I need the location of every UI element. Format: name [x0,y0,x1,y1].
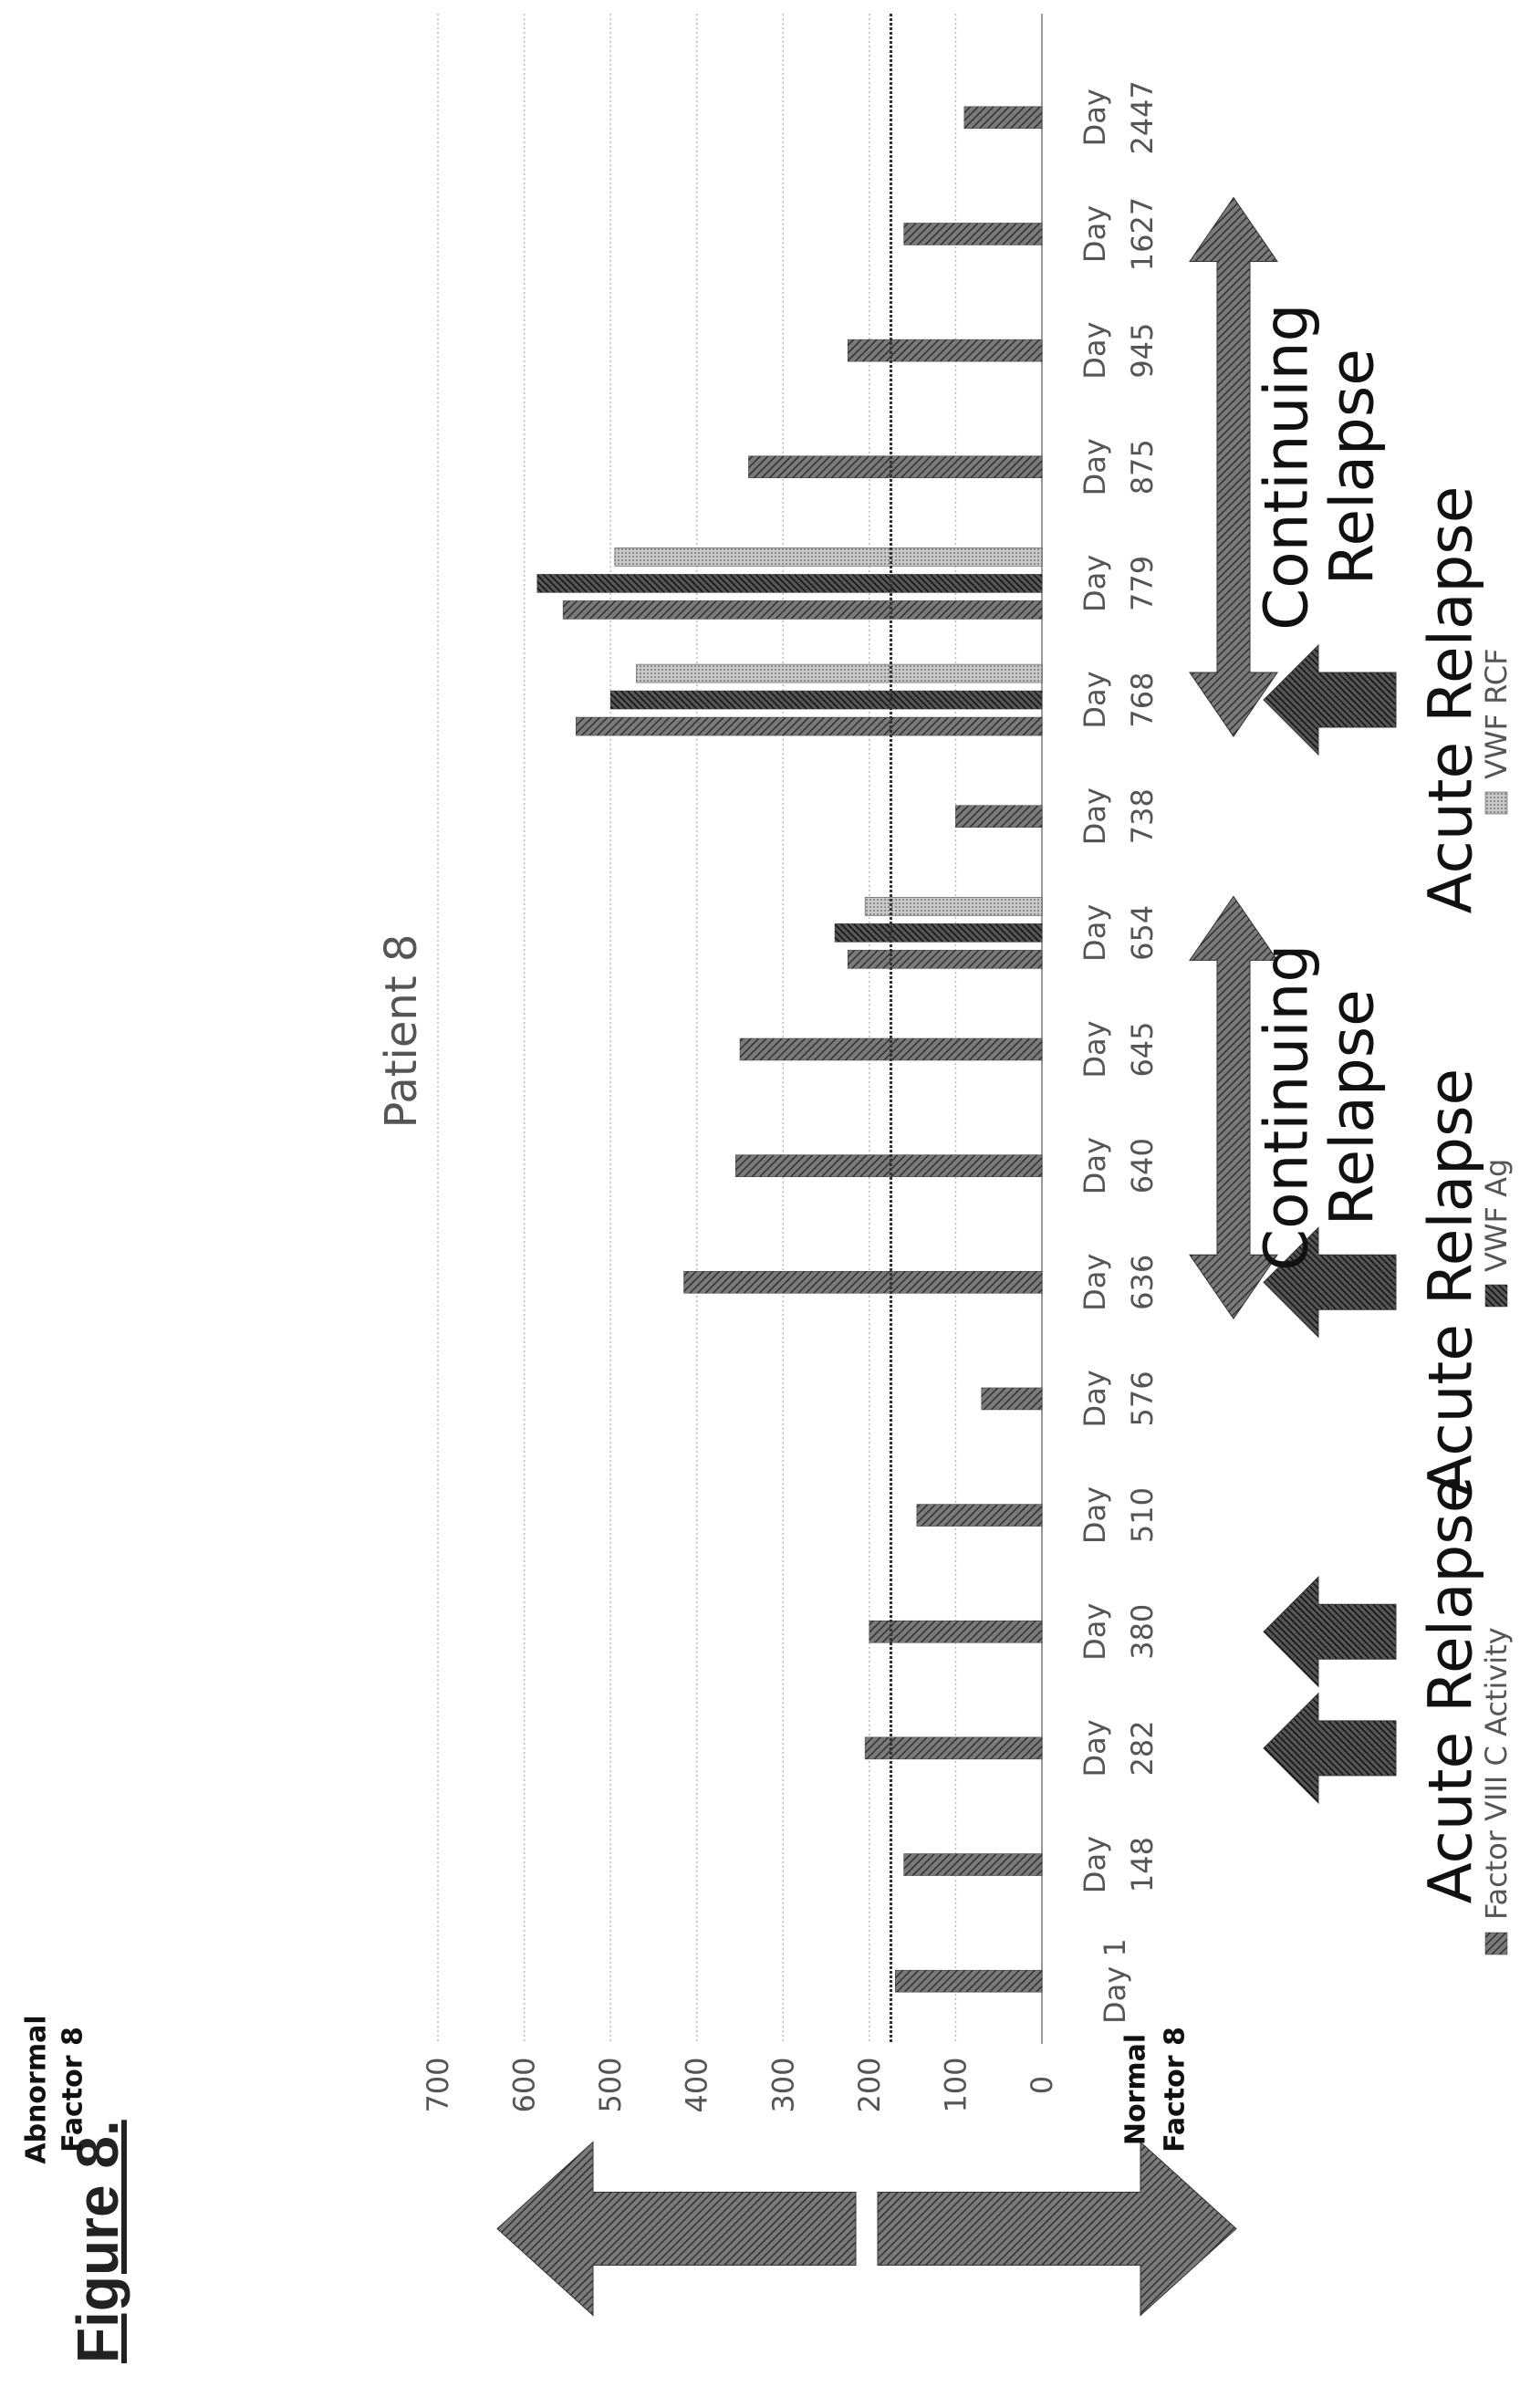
legend-swatch [1484,791,1508,815]
y-tick-label: 500 [593,2057,628,2112]
bar-factor-viii-c-activity [903,223,1043,245]
factor8-range-annotation [496,2141,1237,2317]
bar-factor-viii-c-activity [981,1387,1043,1411]
legend-swatch [1484,1932,1508,1955]
normal-factor8-label: Factor 8 [1160,2027,1192,2153]
bar-factor-viii-c-activity [847,950,1043,969]
legend-label: VWF Ag [1479,1159,1514,1272]
x-tick-label: 510 [1125,1487,1160,1543]
bar-factor-viii-c-activity [735,1154,1043,1177]
bar-vwf-rcf [864,897,1043,916]
x-tick-label: Day [1078,555,1112,612]
legend: Factor VIII C Activity VWF Ag VWF RCF [1479,649,1514,1955]
bar-factor-viii-c-activity [916,1504,1043,1527]
x-tick-label: Day [1078,1603,1112,1661]
acute-relapse-annotation: Acute Relapse [1263,486,1486,914]
y-tick-label: 100 [938,2057,973,2112]
x-tick-label: 875 [1125,439,1160,495]
normal-factor8-label: Normal [1120,2034,1152,2145]
x-tick-label: Day [1078,1486,1112,1544]
y-tick-label: 0 [1025,2076,1059,2094]
x-tick-label: 945 [1125,323,1160,379]
continuing-relapse-arrow-icon [1189,196,1278,737]
acute-relapse-arrow-icon [1263,1692,1397,1805]
x-tick-label: 380 [1125,1604,1160,1660]
acute-relapse-label: Acute Relapse [1416,1068,1486,1496]
bar-vwf-ag [834,923,1043,943]
x-tick-label: Day [1078,1254,1112,1311]
x-tick-label: 654 [1125,905,1160,961]
bar-factor-viii-c-activity [562,600,1043,620]
bar-factor-viii-c-activity [864,1736,1043,1760]
legend-label: Factor VIII C Activity [1479,1627,1514,1920]
x-tick-label: 576 [1125,1371,1160,1426]
x-tick-label: Day [1078,205,1112,263]
bar-factor-viii-c-activity [955,805,1043,828]
continuing-relapse-label: Relapse [1317,989,1388,1225]
x-tick-label: Day [1078,671,1112,728]
x-tick-label: Day [1078,1137,1112,1194]
bar-factor-viii-c-activity [683,1271,1043,1294]
legend-swatch [1484,1284,1508,1308]
x-tick-label: Day [1078,904,1112,962]
legend-label: VWF RCF [1479,649,1514,780]
acute-relapse-label: Acute Relapse [1416,1476,1486,1904]
acute-relapse-arrow-icon [1263,1576,1397,1688]
bar-factor-viii-c-activity [903,1853,1043,1876]
bar-factor-viii-c-activity [576,716,1043,736]
bar-factor-viii-c-activity [963,106,1043,130]
x-tick-label: Day [1078,438,1112,495]
continuing-relapse-label: Continuing [1252,304,1322,631]
bar-factor-viii-c-activity [748,455,1043,479]
continuing-relapse-arrow-icon [1189,895,1278,1320]
x-tick-label: Day 1 [1098,1938,1132,2024]
y-tick-label: 200 [852,2057,887,2112]
x-tick-label: 779 [1125,556,1160,611]
bar-vwf-ag [536,574,1043,593]
x-tick-label: 768 [1125,672,1160,728]
x-tick-label: Day [1078,1370,1112,1427]
x-tick-label: 282 [1125,1720,1160,1776]
acute-relapse-arrow-icon [1263,643,1397,756]
continuing-relapse-label: Relapse [1317,349,1388,585]
chart-title: Patient 8 [376,934,427,1129]
x-tick-label: Day [1078,89,1112,146]
x-tick-label: Day [1078,1719,1112,1777]
acute-relapse-annotation: Acute Relapse [1263,1476,1486,1904]
y-tick-label: 300 [765,2057,800,2112]
abnormal-factor8-arrow-icon [496,2141,857,2317]
bar-vwf-rcf [636,663,1043,683]
abnormal-factor8-label: Abnormal [21,2015,53,2163]
acute-relapse-label: Acute Relapse [1416,486,1486,914]
bar-factor-viii-c-activity [894,1969,1043,1993]
acute-relapse-annotation: Acute Relapse [1263,1068,1486,1496]
bar-factor-viii-c-activity [847,339,1043,362]
bar-factor-viii-c-activity [869,1620,1043,1643]
acute-relapse-arrow-icon [1263,1226,1397,1339]
x-tick-label: 738 [1125,788,1160,844]
x-tick-label: 1627 [1125,197,1160,271]
abnormal-factor8-label: Factor 8 [57,2027,89,2153]
x-tick-label: 636 [1125,1255,1160,1310]
x-tick-label: Day [1078,1020,1112,1078]
x-tick-label: 640 [1125,1138,1160,1194]
x-tick-label: 148 [1125,1837,1160,1892]
x-tick-label: 2447 [1125,80,1160,154]
normal-factor8-arrow-icon [877,2141,1237,2317]
x-tick-label: Day [1078,1836,1112,1893]
x-tick-label: 645 [1125,1021,1160,1077]
bar-vwf-rcf [614,547,1043,567]
bar-vwf-ag [609,690,1043,710]
y-tick-label: 700 [421,2057,455,2112]
x-tick-label: Day [1078,787,1112,845]
y-tick-label: 600 [507,2057,542,2112]
continuing-relapse-label: Continuing [1252,944,1322,1271]
x-tick-label: Day [1078,322,1112,380]
y-tick-label: 400 [680,2057,714,2112]
